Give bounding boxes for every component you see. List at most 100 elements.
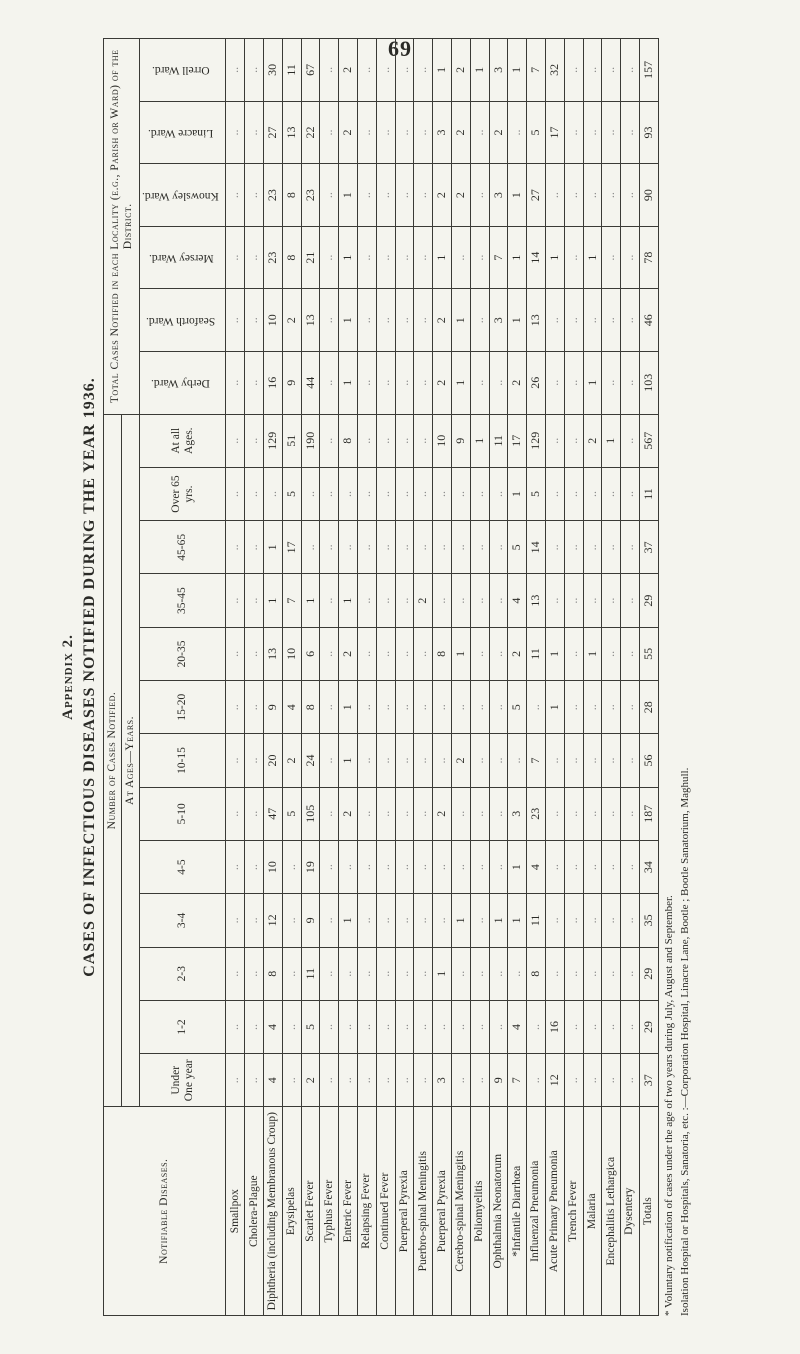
cell: ..	[621, 414, 640, 467]
cell: ..	[226, 521, 245, 574]
cell: ..	[282, 1000, 301, 1053]
cell: 2	[433, 352, 452, 415]
isolation-note: Isolation Hospital or Hospitals, Sanator…	[679, 38, 691, 1316]
cell: ..	[245, 1000, 264, 1053]
cell: ..	[395, 289, 414, 352]
totals-cell: 29	[639, 947, 658, 1000]
cell: 2	[452, 734, 471, 787]
cell: ..	[376, 414, 395, 467]
cell: ..	[414, 681, 433, 734]
cell: 2	[433, 787, 452, 840]
cell: 1	[301, 574, 320, 627]
cell: ..	[583, 1000, 602, 1053]
cell: ..	[414, 226, 433, 289]
cell: 1	[452, 352, 471, 415]
cell: ..	[358, 414, 377, 467]
cell: ..	[395, 467, 414, 520]
cell: ..	[546, 787, 565, 840]
cell: ..	[245, 627, 264, 680]
cell: 11	[489, 414, 508, 467]
cell: ..	[470, 467, 489, 520]
cell: ..	[395, 840, 414, 893]
cell: ..	[358, 289, 377, 352]
cell: ..	[602, 1000, 621, 1053]
cell: ..	[226, 467, 245, 520]
cell: ..	[339, 1054, 358, 1107]
cell: ..	[245, 467, 264, 520]
cell: 1	[339, 226, 358, 289]
table-row: Cerebro-spinal Meningitis......1....2..1…	[452, 39, 471, 1316]
cell: ..	[470, 574, 489, 627]
cell: 1	[452, 289, 471, 352]
cell: ..	[395, 101, 414, 164]
cell: ..	[489, 627, 508, 680]
table-row: Cholera-Plague..........................…	[245, 39, 264, 1316]
cell: 5	[301, 1000, 320, 1053]
cell: ..	[602, 352, 621, 415]
cell: ..	[395, 681, 414, 734]
totals-cell: 567	[639, 414, 658, 467]
totals-cell: 29	[639, 574, 658, 627]
cell: 7	[282, 574, 301, 627]
cell: ..	[564, 894, 583, 947]
cell: 14	[527, 226, 546, 289]
cell: 11	[527, 627, 546, 680]
cell: 22	[301, 101, 320, 164]
cell: ..	[583, 39, 602, 102]
cell: ..	[470, 521, 489, 574]
cell: 27	[527, 164, 546, 227]
disease-name: Puerperal Pyrexia	[433, 1107, 452, 1316]
cell: 1	[546, 226, 565, 289]
cell: ..	[358, 39, 377, 102]
cell: ..	[320, 894, 339, 947]
cell: ..	[546, 521, 565, 574]
cell: ..	[395, 734, 414, 787]
cell: 10	[264, 840, 283, 893]
cell: 67	[301, 39, 320, 102]
cell: ..	[470, 1054, 489, 1107]
cell: ..	[245, 840, 264, 893]
cell: ..	[621, 39, 640, 102]
cell: ..	[358, 164, 377, 227]
cell: ..	[376, 521, 395, 574]
cell: ..	[376, 226, 395, 289]
cell: 7	[508, 1054, 527, 1107]
cell: ..	[489, 467, 508, 520]
disease-name: Malaria	[583, 1107, 602, 1316]
cell: ..	[470, 840, 489, 893]
cell: 2	[339, 787, 358, 840]
cell: ..	[376, 840, 395, 893]
cell: 8	[282, 226, 301, 289]
cell: ..	[414, 101, 433, 164]
cell: ..	[621, 840, 640, 893]
cell: ..	[414, 39, 433, 102]
ages-sub-heading: At Ages—Years.	[122, 414, 140, 1107]
cell: ..	[245, 521, 264, 574]
cell: ..	[395, 574, 414, 627]
totals-cell: 28	[639, 681, 658, 734]
cell: ..	[621, 101, 640, 164]
cell: ..	[470, 101, 489, 164]
cell: ..	[602, 289, 621, 352]
cell: ..	[395, 414, 414, 467]
cell: 4	[508, 1000, 527, 1053]
cell: 9	[282, 352, 301, 415]
cell: 47	[264, 787, 283, 840]
table-row: Erysipelas..........5241071755192881311	[282, 39, 301, 1316]
table-row: Smallpox................................…	[226, 39, 245, 1316]
cell: 1	[508, 226, 527, 289]
cell: 1	[264, 521, 283, 574]
cell: ..	[245, 947, 264, 1000]
disease-name: Typhus Fever	[320, 1107, 339, 1316]
cell: ..	[602, 627, 621, 680]
cell: 9	[301, 894, 320, 947]
cell: ..	[621, 627, 640, 680]
cell: ..	[470, 226, 489, 289]
cell: ..	[414, 947, 433, 1000]
totals-cell: 103	[639, 352, 658, 415]
cell: 1	[583, 226, 602, 289]
cell: ..	[564, 681, 583, 734]
totals-cell: 55	[639, 627, 658, 680]
cell: ..	[546, 164, 565, 227]
disease-name: Acute Primary Pneumonia	[546, 1107, 565, 1316]
